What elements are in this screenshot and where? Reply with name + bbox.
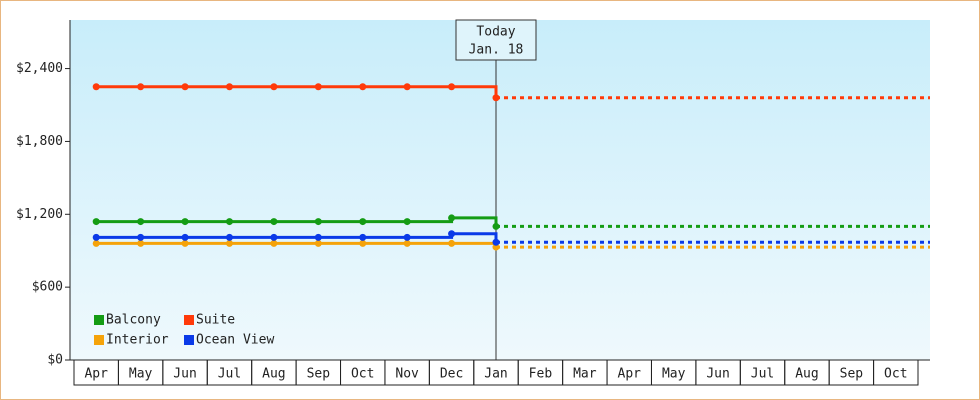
x-tick-label: Sep: [840, 367, 864, 382]
point: [492, 222, 500, 230]
point: [314, 239, 322, 247]
point: [92, 218, 100, 226]
point: [181, 233, 189, 241]
x-tick-label: Aug: [262, 367, 285, 382]
x-tick-box: [873, 359, 919, 386]
x-tick-label: Jul: [218, 367, 241, 382]
point: [92, 239, 100, 247]
point: [137, 239, 145, 247]
point: [492, 243, 500, 251]
point: [448, 239, 456, 247]
x-tick-label: May: [662, 367, 686, 382]
point: [359, 239, 367, 247]
point: [270, 83, 278, 91]
x-tick-label: Apr: [84, 367, 108, 382]
x-tick-label: Jun: [706, 367, 729, 382]
point: [225, 218, 233, 226]
legend-swatch: [94, 335, 104, 345]
point: [314, 218, 322, 226]
point: [137, 83, 145, 91]
x-tick-label: Jan: [484, 367, 507, 382]
point: [181, 218, 189, 226]
point: [137, 218, 145, 226]
y-tick-label: $1,200: [16, 207, 63, 222]
today-label: Today: [476, 25, 515, 40]
point: [448, 83, 456, 91]
point: [403, 218, 411, 226]
point: [92, 83, 100, 91]
point: [403, 233, 411, 241]
y-tick-label: $0: [47, 353, 63, 368]
point: [270, 233, 278, 241]
plot-area: [70, 20, 930, 360]
x-tick-label: Jul: [751, 367, 774, 382]
point: [314, 83, 322, 91]
y-tick-label: $2,400: [16, 61, 63, 76]
point: [492, 238, 500, 246]
point: [92, 233, 100, 241]
today-box: [455, 19, 537, 61]
x-tick-label: Oct: [351, 367, 374, 382]
x-tick-label: May: [129, 367, 153, 382]
x-tick-label: Jun: [173, 367, 196, 382]
x-tick-label: Apr: [618, 367, 642, 382]
x-tick-label: Aug: [795, 367, 818, 382]
legend-label: Ocean View: [196, 333, 274, 348]
point: [225, 83, 233, 91]
x-tick-label: Sep: [307, 367, 331, 382]
x-tick-label: Nov: [395, 367, 419, 382]
point: [359, 83, 367, 91]
point: [448, 230, 456, 238]
point: [403, 83, 411, 91]
y-tick-label: $600: [32, 280, 63, 295]
y-tick-label: $1,800: [16, 134, 63, 149]
legend-swatch: [184, 315, 194, 325]
legend-label: Balcony: [106, 313, 161, 328]
x-tick-label: Dec: [440, 367, 463, 382]
point: [403, 239, 411, 247]
point: [181, 83, 189, 91]
point: [181, 239, 189, 247]
point: [448, 214, 456, 222]
x-tick-label: Feb: [529, 367, 553, 382]
legend-label: Suite: [196, 313, 235, 328]
point: [314, 233, 322, 241]
step-line: [451, 85, 498, 98]
point: [270, 218, 278, 226]
legend-swatch: [184, 335, 194, 345]
point: [492, 94, 500, 102]
legend-swatch: [94, 315, 104, 325]
point: [225, 233, 233, 241]
point: [137, 233, 145, 241]
point: [225, 239, 233, 247]
today-label: Jan. 18: [469, 43, 524, 58]
x-tick-label: Mar: [573, 367, 597, 382]
point: [359, 218, 367, 226]
x-tick-label: Oct: [884, 367, 907, 382]
legend-label: Interior: [106, 333, 169, 348]
point: [270, 239, 278, 247]
point: [359, 233, 367, 241]
